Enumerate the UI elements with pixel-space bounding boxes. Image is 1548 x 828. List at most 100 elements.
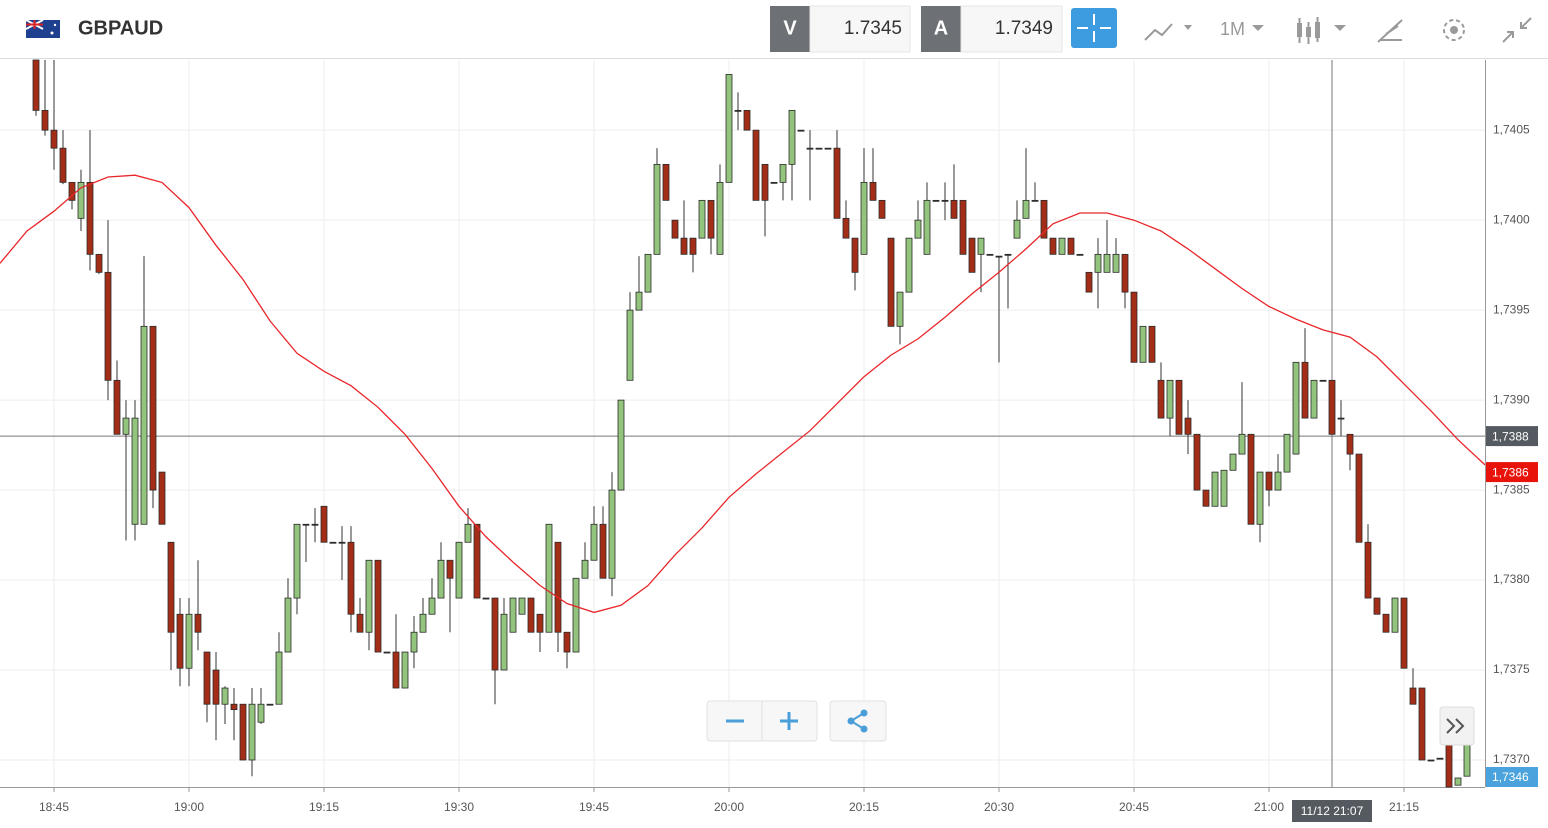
candle-body — [734, 109, 742, 112]
candle-body — [698, 199, 706, 239]
candle-body — [1310, 379, 1318, 419]
candle-body — [1220, 469, 1228, 507]
candle-body — [320, 505, 328, 543]
candle-body — [1256, 471, 1264, 525]
candle-body — [797, 129, 805, 132]
candle-body — [59, 147, 67, 183]
crosshair-button[interactable] — [1071, 8, 1117, 48]
candle-body — [104, 271, 112, 381]
sell-price-box[interactable] — [809, 5, 911, 53]
candle-body — [635, 291, 643, 311]
candle-body — [158, 471, 166, 525]
candle-body — [671, 219, 679, 239]
candle-body — [824, 147, 832, 150]
scroll-right-button[interactable] — [1439, 706, 1475, 746]
candle-body — [572, 577, 580, 653]
candle-body — [941, 199, 949, 202]
x-tick-label: 19:15 — [309, 800, 339, 814]
candle-body — [1337, 417, 1345, 420]
candle-body — [239, 703, 247, 761]
candle-body — [653, 163, 661, 255]
candle-body — [473, 523, 481, 599]
x-tick-label: 21:15 — [1389, 800, 1419, 814]
candle-icon[interactable] — [1297, 17, 1320, 44]
candle-body — [131, 417, 139, 525]
candle-body — [995, 255, 1003, 258]
candle-body — [536, 613, 544, 633]
x-tick-label: 19:00 — [174, 800, 204, 814]
sell-price[interactable]: 1.7345 — [844, 18, 902, 39]
candle-body — [1049, 237, 1057, 255]
buy-price-box[interactable] — [960, 5, 1063, 53]
candle-body — [1031, 199, 1039, 202]
candle-body — [527, 597, 535, 633]
candle-body — [50, 129, 58, 149]
candle-body — [806, 147, 814, 150]
candle-body — [365, 559, 373, 633]
candle-body — [203, 651, 211, 705]
candle-body — [743, 109, 751, 131]
crosshair-price-tag-bg — [1486, 426, 1538, 447]
crosshair-time-bg — [1292, 800, 1372, 822]
candle-body — [491, 597, 499, 671]
candle-body — [194, 613, 202, 633]
candle-body — [284, 597, 292, 653]
y-tick-label: 1,7405 — [1493, 122, 1530, 136]
candle-body — [1112, 253, 1120, 273]
candle-body — [851, 237, 859, 273]
candle-body — [1382, 613, 1390, 633]
candle-body — [1436, 757, 1444, 760]
candle-body — [644, 253, 652, 293]
candle-body — [1211, 471, 1219, 507]
candle-body — [140, 325, 148, 525]
scroll-right-icon — [1446, 718, 1465, 734]
candle-body — [302, 523, 310, 526]
candle-body — [338, 541, 346, 544]
candle-body — [1004, 253, 1012, 256]
candle-body — [563, 631, 571, 653]
zoom-in[interactable] — [780, 712, 798, 730]
share-button[interactable] — [829, 700, 887, 742]
candle-body — [464, 523, 472, 543]
x-tick-label: 21:00 — [1254, 800, 1284, 814]
candle-body — [1391, 597, 1399, 633]
candle-body — [275, 651, 283, 705]
candle-body — [446, 559, 454, 579]
candle-body — [914, 219, 922, 239]
candle-body — [887, 237, 895, 327]
sell-label[interactable]: V — [783, 17, 797, 39]
buy-price[interactable]: 1.7349 — [995, 18, 1053, 39]
candle-body — [896, 291, 904, 327]
candle-body — [374, 559, 382, 653]
y-tick-label: 1,7390 — [1493, 392, 1530, 406]
dropdown-arrow — [1252, 25, 1264, 31]
candle-body — [1400, 597, 1408, 669]
candle-body — [725, 73, 733, 183]
crosshair-time: 11/12 21:07 — [1301, 804, 1364, 818]
buy-button[interactable] — [921, 6, 961, 52]
x-tick-label: 19:45 — [579, 800, 609, 814]
sell-button[interactable] — [770, 6, 810, 52]
candle-body — [212, 669, 220, 705]
candle-body — [869, 181, 877, 201]
buy-label[interactable]: A — [934, 17, 948, 39]
candle-body — [1202, 489, 1210, 507]
draw-icon[interactable] — [1377, 19, 1403, 43]
candle-body — [1121, 253, 1129, 293]
candle-body — [1139, 325, 1147, 363]
axis-bg — [1486, 60, 1548, 788]
header: GBPAUD V 1.7345 A 1.7349 1M — [0, 0, 1548, 59]
candle-body — [608, 489, 616, 579]
candle-body — [752, 129, 760, 201]
collapse-icon[interactable] — [1502, 17, 1532, 43]
settings-icon[interactable] — [1443, 19, 1465, 41]
candle-body — [1022, 199, 1030, 219]
candle-body — [1364, 541, 1372, 599]
candle-body — [356, 613, 364, 633]
candle-body — [401, 651, 409, 689]
candle-body — [509, 597, 517, 633]
candle-body — [599, 523, 607, 579]
chart-style-icon[interactable] — [1144, 23, 1173, 41]
timeframe[interactable]: 1M — [1220, 19, 1245, 39]
